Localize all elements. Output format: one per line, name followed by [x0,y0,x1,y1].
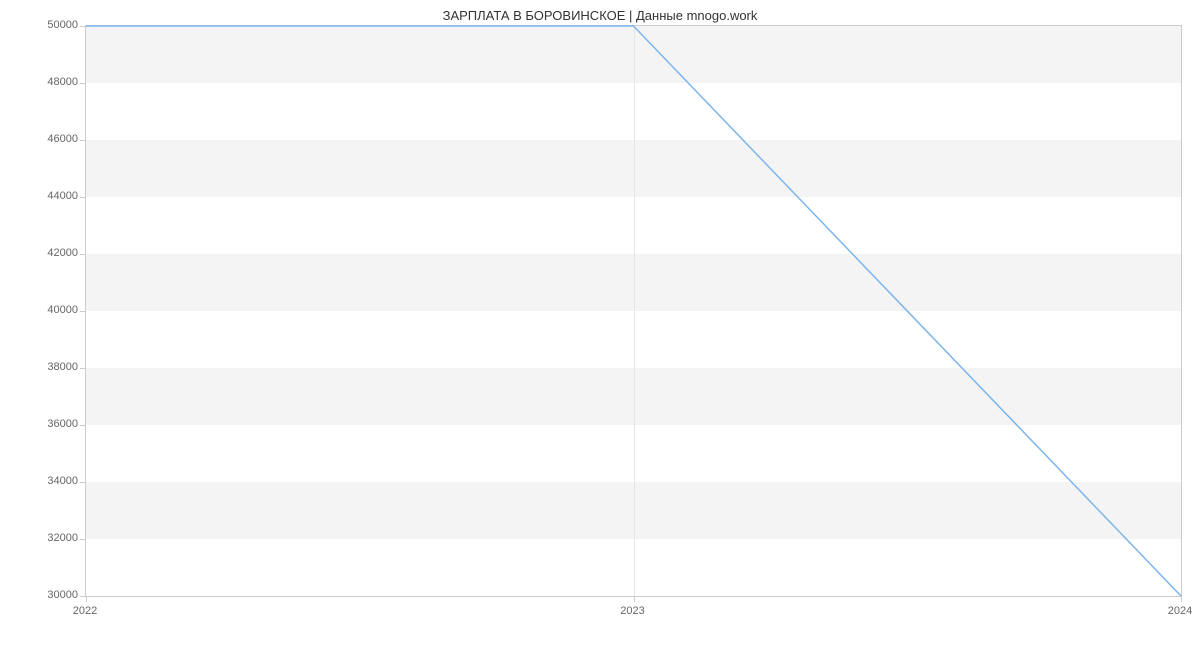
y-axis-label: 34000 [8,475,78,487]
y-tick [80,26,86,27]
y-axis-label: 42000 [8,247,78,259]
y-axis-label: 36000 [8,418,78,430]
y-tick [80,368,86,369]
y-axis-label: 44000 [8,190,78,202]
line-layer [86,26,1181,596]
y-tick [80,482,86,483]
y-axis-label: 32000 [8,532,78,544]
y-tick [80,254,86,255]
y-tick [80,197,86,198]
plot-area [85,25,1182,597]
chart-title: ЗАРПЛАТА В БОРОВИНСКОЕ | Данные mnogo.wo… [0,8,1200,23]
x-tick [1181,596,1182,602]
x-axis-label: 2022 [73,605,97,617]
x-axis-label: 2023 [620,605,644,617]
salary-line-chart: ЗАРПЛАТА В БОРОВИНСКОЕ | Данные mnogo.wo… [0,0,1200,650]
x-tick [634,596,635,602]
y-axis-label: 46000 [8,133,78,145]
y-axis-label: 40000 [8,304,78,316]
y-tick [80,83,86,84]
y-tick [80,425,86,426]
y-tick [80,140,86,141]
y-tick [80,539,86,540]
y-axis-label: 30000 [8,589,78,601]
y-axis-label: 38000 [8,361,78,373]
y-axis-label: 48000 [8,76,78,88]
series-line-salary [86,26,1181,596]
y-axis-label: 50000 [8,19,78,31]
x-axis-label: 2024 [1168,605,1192,617]
x-tick [86,596,87,602]
y-tick [80,311,86,312]
